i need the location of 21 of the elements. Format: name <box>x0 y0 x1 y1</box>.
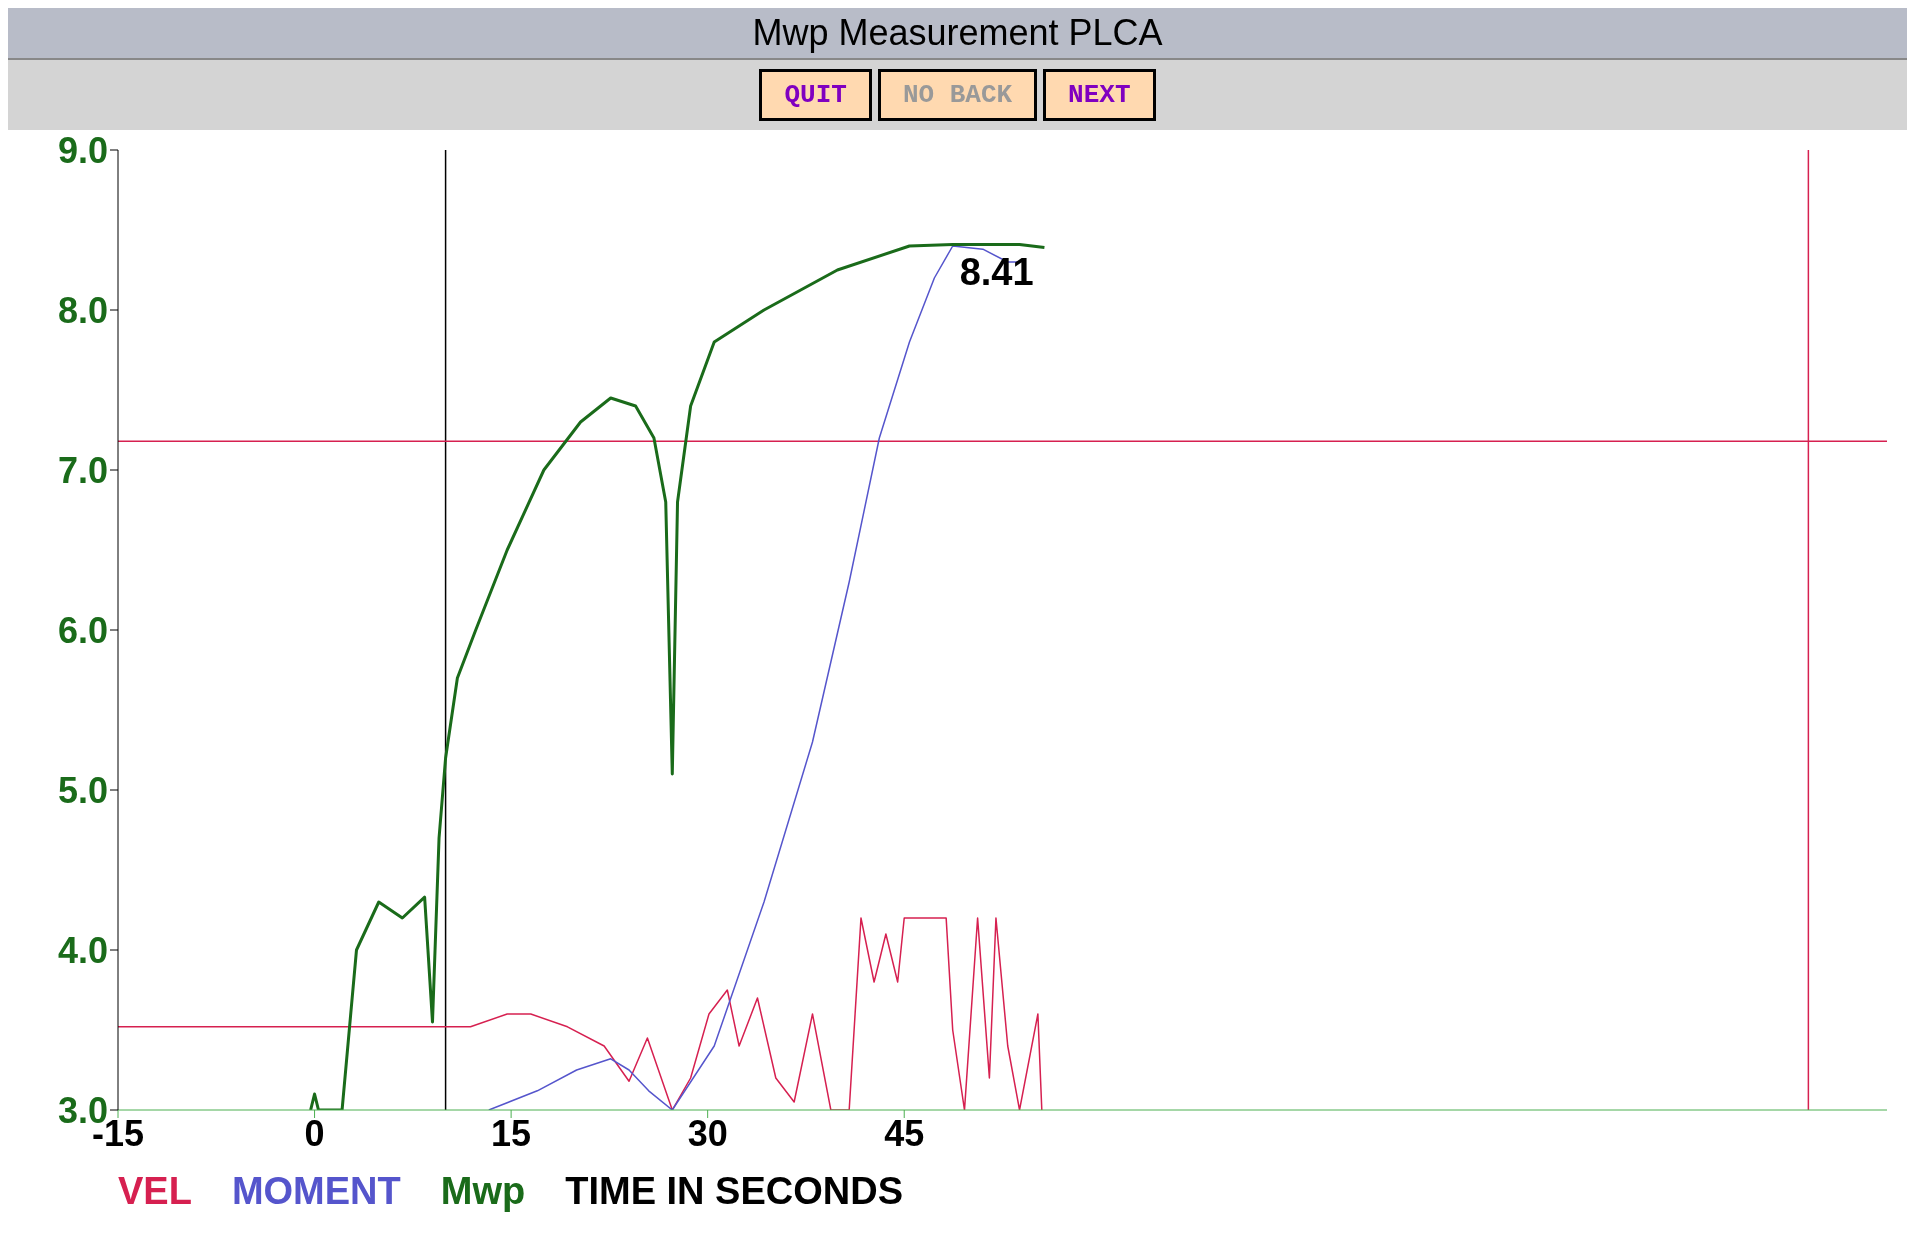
y-tick-label: 5.0 <box>57 769 108 811</box>
x-axis-title: TIME IN SECONDS <box>565 1170 904 1213</box>
button: NO BACK <box>877 69 1038 121</box>
chart-title: Mwp Measurement PLCA <box>8 8 1907 60</box>
x-tick-label: 0 <box>304 1112 325 1154</box>
button: NEXT <box>1043 69 1156 121</box>
text: Mwp <box>440 1170 526 1213</box>
x-tick-label: 15 <box>491 1112 532 1154</box>
line-series <box>118 917 1043 1110</box>
button: QUIT <box>759 69 872 121</box>
y-tick-label: 9.0 <box>57 129 108 171</box>
y-tick-label: 7.0 <box>57 449 108 491</box>
x-tick-label: 30 <box>687 1112 728 1154</box>
line-series <box>309 242 1046 1110</box>
y-tick-label: 6.0 <box>57 609 108 651</box>
text: VEL <box>118 1170 192 1213</box>
annotation: 8.41 <box>959 251 1034 294</box>
y-tick-label: 4.0 <box>57 929 108 971</box>
y-tick-label: 8.0 <box>57 289 108 331</box>
x-tick-label: 45 <box>884 1112 925 1154</box>
text: MOMENT <box>231 1170 401 1213</box>
